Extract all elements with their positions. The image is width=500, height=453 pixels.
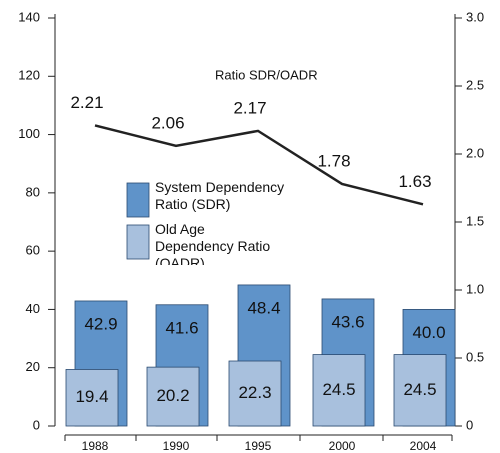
y-tick-label: 40 [26,301,40,316]
bar-label: 24.5 [322,380,355,399]
line-label: 2.06 [151,113,184,132]
bar-label: 22.3 [238,383,271,402]
bar-label: 24.5 [403,380,436,399]
y-tick-label: 20 [26,359,40,374]
legend-label: System Dependency Ratio (SDR) [155,179,285,212]
y-tick-label: 120 [18,68,40,83]
x-tick-label: 1990 [163,439,190,453]
bar-label: 48.4 [247,298,280,317]
x-tick-label: 1988 [82,439,109,453]
line-label: 2.17 [233,98,266,117]
y-tick-label: 60 [26,243,40,258]
x-tick-label: 1995 [245,439,272,453]
y2-tick-label: 3.0 [466,9,484,24]
bar [228,360,282,427]
bar [146,366,200,427]
y2-tick-label: 0 [466,417,473,432]
bar-label: 43.6 [331,312,364,331]
line-label: 1.78 [317,151,350,170]
bar [65,369,119,427]
annotation: Ratio SDR/OADR [215,67,318,82]
y2-tick-label: 0.5 [466,349,484,364]
bar [393,354,447,427]
y-tick-label: 80 [26,184,40,199]
y2-tick-label: 2.5 [466,77,484,92]
y-tick-label: 100 [18,126,40,141]
bar-label: 20.2 [156,386,189,405]
legend-text: System Dependency Ratio (SDR) [155,179,285,212]
bar-label: 40.0 [412,323,445,342]
y2-tick-label: 1.5 [466,213,484,228]
legend-swatch [126,182,150,218]
y-tick-label: 140 [18,9,40,24]
bar [312,354,366,427]
y2-tick-label: 1.0 [466,281,484,296]
bar-label: 41.6 [165,318,198,337]
legend-label: Old Age Dependency Ratio (OADR) [155,221,271,265]
line-label: 1.63 [398,172,431,191]
legend-swatch [126,224,150,260]
bar-label: 42.9 [84,314,117,333]
bar-label: 19.4 [75,387,108,406]
x-tick-label: 2004 [410,439,437,453]
line-label: 2.21 [70,93,103,112]
ratio-line [94,124,424,206]
x-tick-label: 2000 [329,439,356,453]
legend-text: Old Age Dependency Ratio (OADR) [155,221,271,265]
y2-tick-label: 2.0 [466,145,484,160]
y-tick-label: 0 [33,417,40,432]
